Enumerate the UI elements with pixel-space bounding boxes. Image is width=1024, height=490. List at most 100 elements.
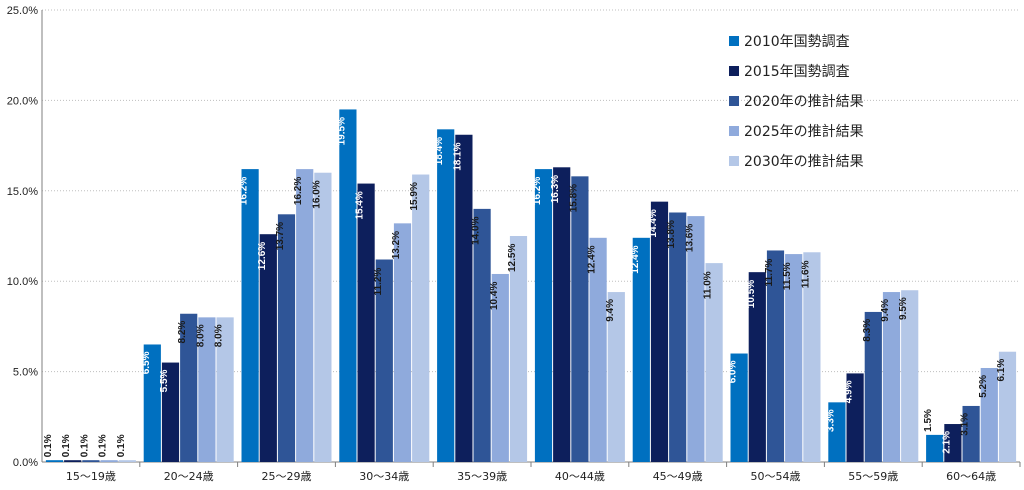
data-label: 4.9%: [844, 380, 855, 403]
data-label: 0.1%: [116, 434, 127, 457]
bar: [926, 434, 944, 462]
data-label: 8.0%: [214, 324, 225, 347]
bar: [509, 236, 528, 462]
bar: [828, 402, 846, 462]
bar: [669, 212, 687, 462]
axes: 0.0% 5.0% 10.0% 15.0% 20.0% 25.0% 15〜19歳 20〜24歳…: [7, 5, 1021, 483]
bar: [803, 252, 821, 462]
data-label: 15.9%: [409, 182, 420, 210]
bar: [998, 351, 1017, 462]
bar: [455, 134, 473, 462]
data-label: 8.0%: [195, 324, 206, 347]
data-label: 12.4%: [587, 245, 598, 273]
bar: [143, 344, 161, 462]
data-label: 5.5%: [159, 369, 170, 392]
legend-label: 2010年国勢調査: [744, 34, 850, 50]
data-label: 13.7%: [275, 222, 286, 250]
bar: [766, 250, 785, 462]
bar: [45, 460, 64, 462]
bar: [632, 237, 650, 462]
data-label: 11.6%: [800, 260, 811, 288]
data-label: 1.5%: [923, 409, 934, 432]
bar: [241, 169, 259, 462]
bar: [259, 234, 277, 462]
data-label: 13.6%: [684, 224, 695, 252]
data-label: 13.2%: [391, 231, 402, 259]
legend-swatch: [729, 66, 739, 76]
bar: [393, 223, 412, 462]
data-label: 0.1%: [43, 434, 54, 457]
data-label: 3.1%: [960, 413, 971, 436]
data-label: 18.1%: [452, 142, 463, 170]
x-tick-label: 40〜44歳: [555, 470, 605, 483]
data-label: 16.2%: [532, 177, 543, 205]
data-label: 10.5%: [746, 280, 757, 308]
data-label: 19.5%: [336, 117, 347, 145]
y-tick-label: 5.0%: [13, 367, 38, 379]
data-label: 6.1%: [996, 359, 1007, 382]
bar: [650, 201, 669, 462]
bar: [375, 259, 393, 462]
x-tick-label: 15〜19歳: [66, 470, 116, 483]
data-label: 16.0%: [311, 180, 322, 208]
data-label: 11.0%: [703, 271, 714, 299]
bar: [944, 424, 962, 462]
bars: [45, 109, 1017, 462]
data-label: 2.1%: [941, 431, 952, 454]
data-label: 15.4%: [355, 191, 366, 219]
y-tick-label: 20.0%: [7, 95, 38, 107]
legend: 2010年国勢調査 2015年国勢調査 2020年の推計結果 2025年の推計結果 20…: [729, 34, 864, 170]
data-label: 16.2%: [293, 177, 304, 205]
data-label: 12.5%: [507, 244, 518, 272]
data-label: 8.3%: [862, 319, 873, 342]
bar: [64, 460, 82, 462]
bar: [100, 460, 118, 462]
y-tick-label: 25.0%: [7, 5, 38, 17]
bar: [607, 292, 625, 462]
x-tick-label: 55〜59歳: [848, 470, 898, 483]
bar: [314, 172, 332, 462]
bar: [412, 174, 430, 462]
bar: [473, 208, 491, 462]
bar: [730, 353, 748, 462]
data-label: 3.3%: [825, 409, 836, 432]
data-label: 14.4%: [648, 209, 659, 237]
bar: [589, 237, 607, 462]
x-tick-label: 45〜49歳: [653, 470, 703, 483]
bar: [339, 109, 357, 462]
bar: [962, 405, 980, 462]
bar: [980, 367, 998, 462]
bar: [882, 292, 901, 462]
bar: [553, 167, 571, 462]
x-tick-label: 20〜24歳: [164, 470, 214, 483]
bar: [534, 169, 553, 462]
bar: [198, 317, 216, 462]
data-label: 14.0%: [471, 216, 482, 244]
bar: [705, 263, 723, 462]
y-tick-label: 10.0%: [7, 276, 38, 288]
data-label: 9.5%: [898, 297, 909, 320]
data-label: 9.4%: [880, 299, 891, 322]
data-labels: 0.1% 6.5% 16.2% 19.5% 18.4% 16.2% 12.4% 6.0% 3.3…: [43, 117, 1007, 457]
x-tick-label: 50〜54歳: [751, 470, 801, 483]
bar: [491, 273, 509, 462]
data-label: 18.4%: [434, 137, 445, 165]
bar: [216, 317, 234, 462]
legend-swatch: [729, 156, 739, 166]
data-label: 0.1%: [79, 434, 90, 457]
bar: [785, 254, 803, 462]
y-tick-label: 15.0%: [7, 186, 38, 198]
x-tick-label: 60〜64歳: [946, 470, 996, 483]
legend-label: 2025年の推計結果: [744, 124, 864, 140]
data-label: 6.5%: [141, 351, 152, 374]
y-tick-label: 0.0%: [13, 457, 38, 469]
bar: [864, 311, 882, 462]
bar: [748, 272, 766, 462]
legend-label: 2015年国勢調査: [744, 64, 850, 80]
data-label: 5.2%: [978, 375, 989, 398]
data-label: 9.4%: [605, 299, 616, 322]
bar: [901, 290, 919, 462]
bar: [180, 313, 198, 462]
